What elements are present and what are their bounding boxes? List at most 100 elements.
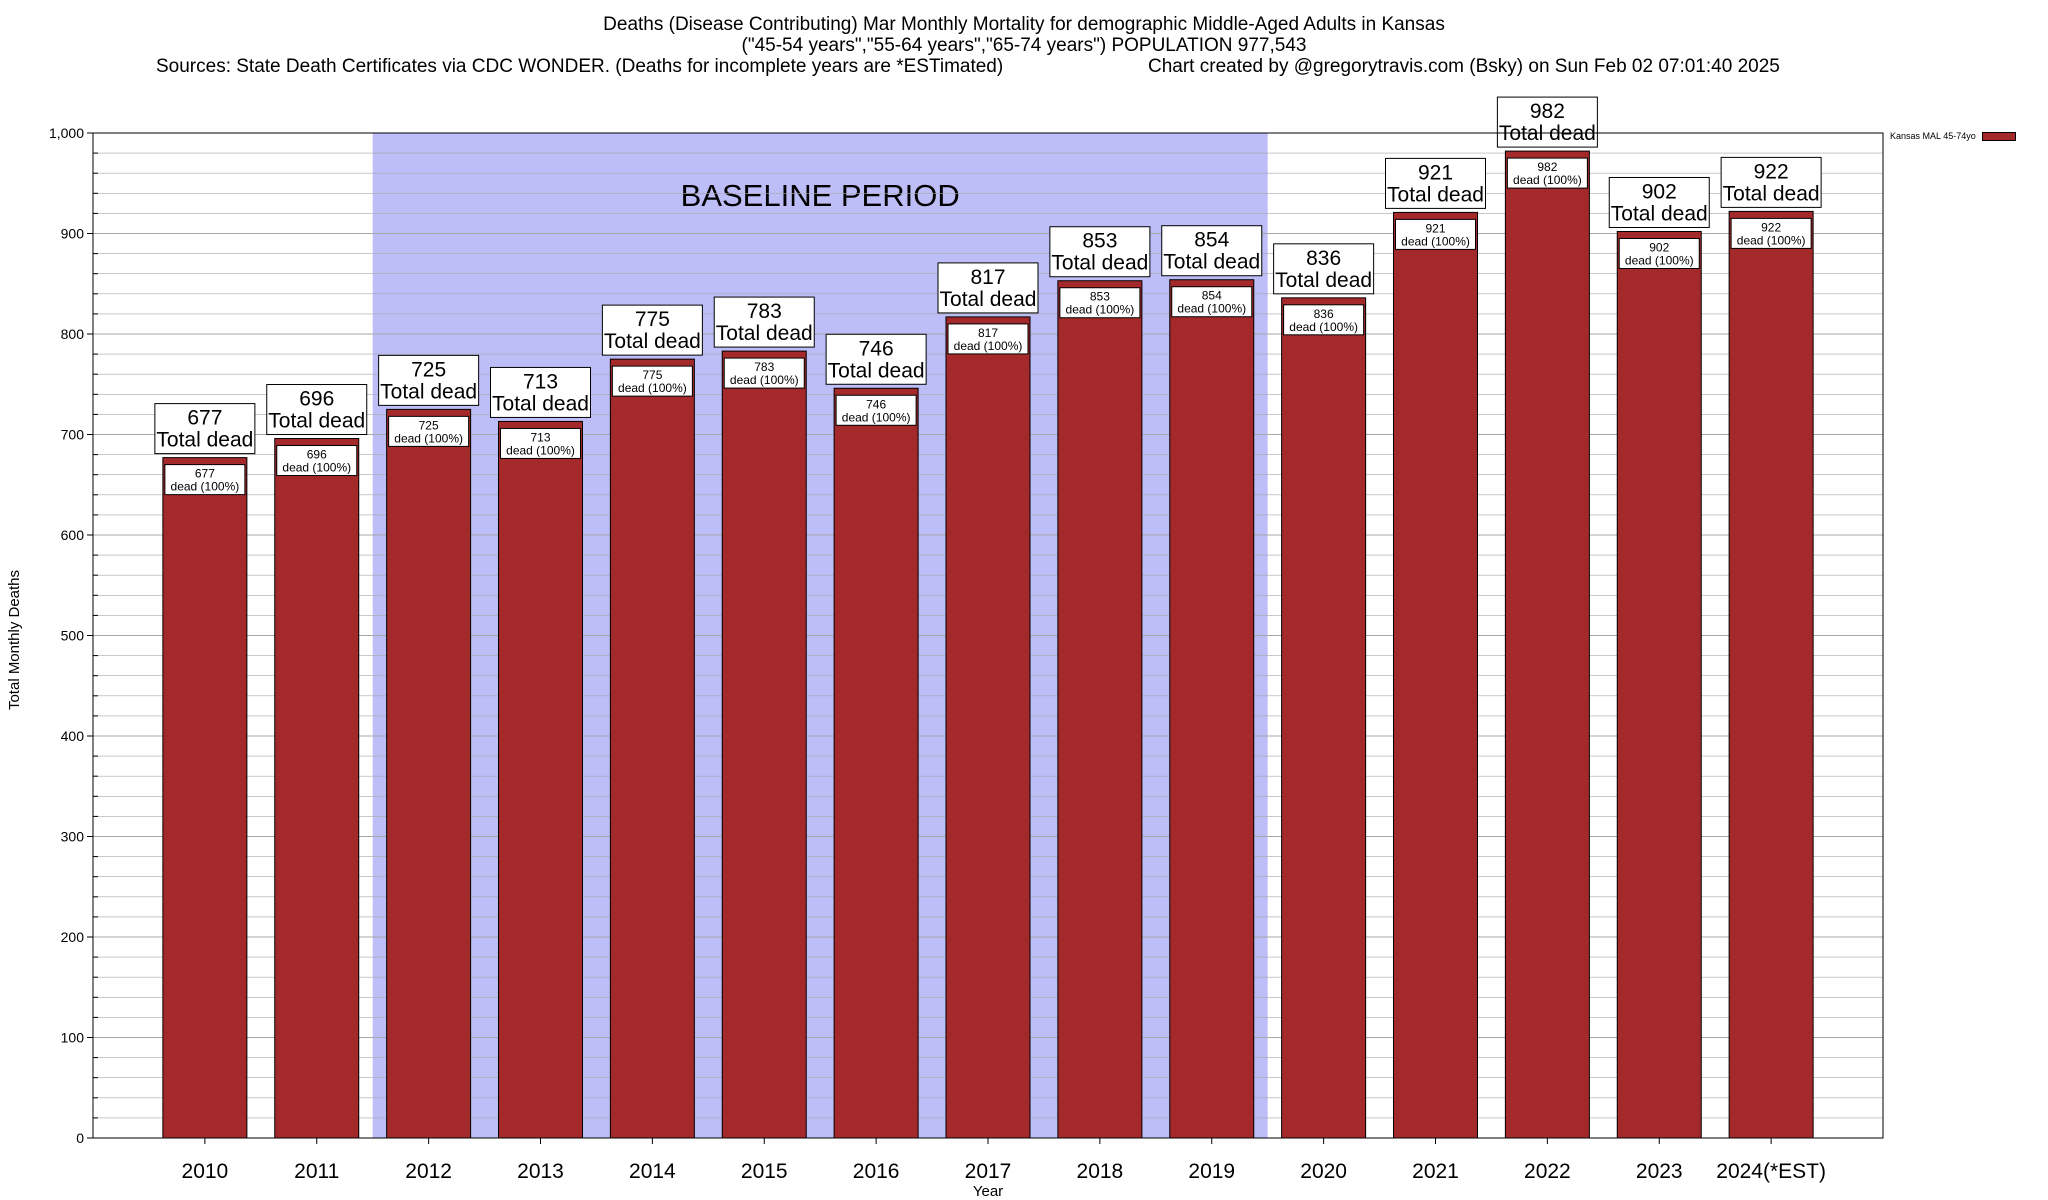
- y-tick-label: 1,000: [49, 125, 84, 141]
- bar: [274, 438, 360, 1139]
- x-tick-label: 2018: [1077, 1160, 1124, 1183]
- bar-inner-label-box: [500, 427, 581, 459]
- bar-top-value: 922: [1754, 160, 1789, 183]
- bar-inner-label-box: [164, 464, 246, 496]
- bar-inner-value: 921: [1425, 221, 1445, 235]
- bar-inner-label-box: [723, 357, 805, 389]
- x-tick-label: 2023: [1636, 1160, 1683, 1183]
- bar: [498, 420, 583, 1139]
- y-tick-label: 100: [61, 1030, 85, 1046]
- x-tick-label: 2019: [1188, 1160, 1235, 1183]
- bar-top-label: Total dead: [828, 359, 925, 382]
- bar-top-value: 836: [1306, 247, 1341, 270]
- bar-inner-label: dead (100%): [506, 443, 575, 457]
- bar-inner-value: 746: [866, 397, 886, 411]
- bar-top-value: 817: [970, 266, 1005, 289]
- bar-top-label: Total dead: [1723, 182, 1820, 205]
- x-tick-label: 2011: [294, 1160, 339, 1183]
- bar-top-label: Total dead: [380, 380, 477, 403]
- bar-inner-label: dead (100%): [618, 381, 687, 395]
- y-axis-label: Total Monthly Deaths: [6, 569, 23, 711]
- bar-inner-label: dead (100%): [1513, 173, 1582, 187]
- bar-top-label: Total dead: [492, 392, 589, 415]
- bar-inner-label: dead (100%): [394, 431, 463, 445]
- bar-inner-label-box: [1618, 237, 1700, 269]
- bar-top-label: Total dead: [1163, 251, 1260, 274]
- bar-inner-label: dead (100%): [171, 480, 240, 494]
- bar-inner-label-box: [388, 415, 470, 447]
- y-tick-label: 700: [61, 427, 85, 443]
- bar-top-label: Total dead: [604, 330, 701, 353]
- bar-inner-label-box: [947, 323, 1029, 355]
- bar-top-value: 854: [1194, 229, 1229, 252]
- bar: [1393, 211, 1478, 1139]
- x-tick-label: 2016: [853, 1160, 900, 1183]
- bar-inner-value: 836: [1314, 307, 1334, 321]
- bar-top-value: 746: [859, 337, 894, 360]
- y-tick-label: 200: [61, 929, 85, 945]
- legend: Kansas MAL 45-74yo: [1890, 131, 2016, 141]
- x-tick-label: 2013: [517, 1160, 564, 1183]
- bar-inner-label: dead (100%): [842, 410, 911, 424]
- bar-top-value: 725: [411, 358, 446, 381]
- bar-inner-value: 696: [307, 448, 327, 462]
- bar-inner-label: dead (100%): [954, 339, 1023, 353]
- x-tick-label: 2024(*EST): [1716, 1160, 1826, 1183]
- bar-top-label-box: [266, 384, 368, 436]
- x-tick-label: 2020: [1300, 1160, 1347, 1183]
- bar-inner-value: 817: [978, 326, 998, 340]
- bar-inner-label: dead (100%): [730, 373, 799, 387]
- bar-top-label: Total dead: [940, 288, 1037, 311]
- bar: [833, 387, 919, 1139]
- bar-top-label: Total dead: [268, 410, 365, 433]
- bar-top-label: Total dead: [716, 322, 813, 345]
- x-axis-label: Year: [972, 1183, 1004, 1200]
- bar-inner-value: 854: [1202, 289, 1222, 303]
- bar-top-label-box: [1385, 157, 1486, 209]
- bar-top-value: 902: [1642, 180, 1677, 203]
- bar-top-label-box: [1496, 96, 1598, 148]
- bar-top-value: 713: [523, 370, 558, 393]
- bar-inner-label: dead (100%): [1066, 303, 1135, 317]
- y-tick-label: 800: [61, 326, 85, 342]
- bar-inner-label-box: [1506, 157, 1588, 189]
- bar-inner-value: 725: [419, 418, 439, 432]
- bar-top-label-box: [713, 296, 815, 348]
- x-tick-label: 2014: [629, 1160, 676, 1183]
- bar: [1728, 210, 1814, 1139]
- bar-inner-label: dead (100%): [1737, 233, 1806, 247]
- y-tick-label: 600: [61, 527, 85, 543]
- bar-inner-label: dead (100%): [1289, 320, 1358, 334]
- bar-inner-label: dead (100%): [1401, 234, 1470, 248]
- bar-top-value: 775: [635, 308, 670, 331]
- bar-inner-label: dead (100%): [282, 461, 351, 475]
- bar-top-label-box: [490, 366, 591, 418]
- bar: [162, 457, 248, 1139]
- legend-swatch: [1981, 131, 2016, 141]
- bar: [1616, 230, 1702, 1139]
- bar-top-value: 783: [747, 300, 782, 323]
- bar-inner-label: dead (100%): [1177, 302, 1246, 316]
- chart-subtitle: ("45-54 years","55-64 years","65-74 year…: [741, 35, 1307, 56]
- bar-inner-label-box: [1730, 217, 1812, 249]
- legend-label: Kansas MAL 45-74yo: [1890, 131, 1976, 141]
- bar: [386, 408, 472, 1139]
- bar-top-label-box: [1720, 156, 1822, 208]
- bar: [1169, 279, 1255, 1139]
- bar: [1057, 280, 1143, 1139]
- bar: [1281, 297, 1367, 1139]
- bar-top-label-box: [378, 354, 480, 406]
- bar-top-label-box: [601, 304, 703, 356]
- x-tick-label: 2021: [1412, 1160, 1459, 1183]
- bar-inner-value: 853: [1090, 290, 1110, 304]
- bar-top-label-box: [1049, 226, 1151, 278]
- bar-top-label-box: [1273, 243, 1375, 295]
- bar-inner-label: dead (100%): [1625, 253, 1694, 267]
- chart-title: Deaths (Disease Contributing) Mar Monthl…: [603, 14, 1445, 35]
- bar-inner-value: 677: [195, 467, 215, 481]
- y-tick-label: 0: [76, 1130, 84, 1146]
- bar-inner-value: 713: [530, 430, 550, 444]
- bar-top-value: 853: [1082, 230, 1117, 253]
- bar-inner-label-box: [611, 365, 693, 397]
